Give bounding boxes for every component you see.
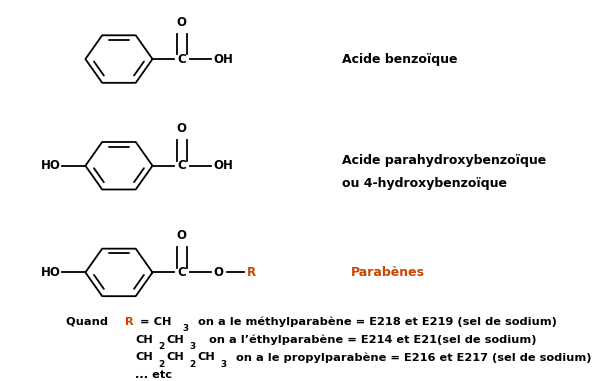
Text: C: C	[178, 53, 186, 66]
Text: 2: 2	[159, 360, 165, 369]
Text: 2: 2	[189, 360, 196, 369]
Text: Acide benzoïque: Acide benzoïque	[342, 53, 457, 66]
Text: Quand: Quand	[66, 317, 112, 327]
Text: ou 4-hydroxybenzoïque: ou 4-hydroxybenzoïque	[342, 177, 506, 190]
Text: C: C	[178, 159, 186, 172]
Text: O: O	[177, 16, 187, 29]
Text: CH: CH	[135, 335, 153, 345]
Text: Parabènes: Parabènes	[351, 266, 425, 279]
Text: OH: OH	[213, 53, 233, 66]
Text: OH: OH	[213, 159, 233, 172]
Text: ... etc: ... etc	[135, 370, 173, 380]
Text: O: O	[214, 266, 223, 279]
Text: = CH: = CH	[137, 317, 172, 327]
Text: CH: CH	[135, 352, 153, 362]
Text: CH: CH	[167, 335, 184, 345]
Text: 3: 3	[220, 360, 226, 369]
Text: on a le propylparabène = E216 et E217 (sel de sodium): on a le propylparabène = E216 et E217 (s…	[228, 352, 592, 363]
Text: 3: 3	[189, 342, 195, 351]
Text: O: O	[177, 229, 187, 242]
Text: 3: 3	[182, 324, 188, 333]
Text: O: O	[177, 122, 187, 135]
Text: CH: CH	[198, 352, 215, 362]
Text: on a l’éthylparabène = E214 et E21(sel de sodium): on a l’éthylparabène = E214 et E21(sel d…	[197, 335, 537, 345]
Text: C: C	[178, 266, 186, 279]
Text: 2: 2	[159, 342, 165, 351]
Text: Acide parahydroxybenzoïque: Acide parahydroxybenzoïque	[342, 154, 546, 167]
Text: on a le méthylparabène = E218 et E219 (sel de sodium): on a le méthylparabène = E218 et E219 (s…	[190, 317, 557, 327]
Text: HO: HO	[40, 266, 60, 279]
Text: CH: CH	[167, 352, 184, 362]
Text: HO: HO	[40, 159, 60, 172]
Text: R: R	[247, 266, 256, 279]
Text: R: R	[125, 317, 134, 327]
